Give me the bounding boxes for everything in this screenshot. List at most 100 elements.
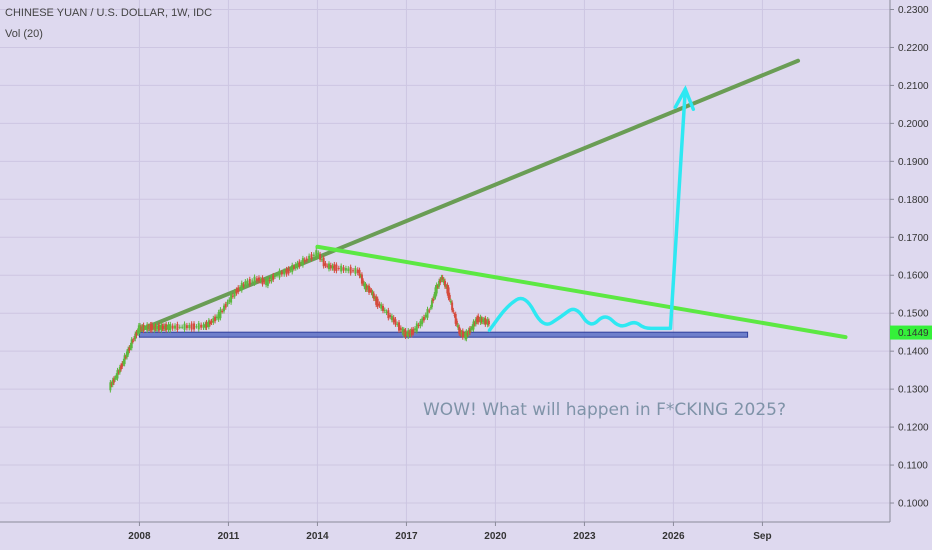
candle-body	[176, 323, 179, 330]
candle-body	[322, 257, 325, 267]
candle-body	[447, 287, 450, 299]
candle-body	[474, 319, 477, 325]
candle-body	[136, 330, 139, 333]
candle-body	[406, 333, 409, 335]
candle-body	[134, 333, 137, 340]
candle-body	[109, 382, 112, 391]
candle-body	[428, 310, 431, 312]
candle-body	[280, 272, 283, 275]
candle-body	[378, 303, 381, 306]
x-tick-label: 2023	[573, 531, 596, 542]
candle-body	[122, 361, 125, 364]
candle-body	[303, 259, 306, 262]
candle-body	[347, 268, 350, 272]
x-tick-label: 2014	[306, 531, 329, 542]
candle-body	[266, 278, 269, 286]
projection-layer	[487, 85, 696, 333]
candle-body	[461, 330, 464, 338]
candle-body	[116, 370, 119, 379]
candle-body	[315, 250, 318, 258]
candle-body	[439, 279, 442, 283]
volume-indicator[interactable]: Vol (20)	[5, 28, 43, 40]
candle-body	[385, 311, 388, 313]
candle-body	[412, 329, 415, 334]
candle-body	[480, 318, 483, 322]
candle-body	[215, 316, 218, 319]
candle-body	[441, 277, 444, 280]
candle-body	[154, 325, 157, 330]
candle-body	[150, 324, 153, 331]
y-tick-label: 0.1600	[898, 271, 929, 282]
last-price-label: 0.1449	[898, 328, 929, 339]
candle-body	[310, 254, 313, 259]
candle-body	[169, 324, 172, 331]
candle-body	[298, 261, 301, 267]
candle-body	[135, 332, 138, 336]
candle-body	[221, 310, 224, 312]
candle-body	[272, 275, 275, 280]
grid	[0, 0, 890, 522]
candle-body	[320, 259, 323, 261]
candle-body	[188, 325, 191, 329]
candle-body	[149, 324, 152, 331]
candle-body	[440, 277, 443, 280]
candle-body	[415, 323, 418, 332]
candle-body	[434, 287, 437, 298]
candle-body	[204, 323, 207, 328]
candle-body	[486, 319, 489, 325]
annotation-text: WOW! What will happen in F*CKING 2025?	[423, 400, 786, 420]
candle-body	[433, 294, 436, 299]
candle-body	[476, 317, 479, 322]
candle-layer	[109, 247, 490, 393]
candle-body	[129, 345, 132, 348]
candle-body	[424, 314, 427, 318]
candle-body	[458, 326, 461, 334]
candle-body	[148, 325, 151, 329]
candle-body	[312, 254, 315, 256]
candle-body	[328, 263, 331, 270]
candle-body	[259, 279, 262, 282]
candle-body	[292, 266, 295, 269]
x-axis-labels: 2008 2011 2014 2017 2020 2023 2026 Sep	[128, 522, 772, 542]
candle-body	[244, 281, 247, 286]
candle-body	[210, 321, 213, 323]
candle-body	[396, 323, 399, 325]
candle-body	[478, 319, 481, 321]
candle-body	[197, 323, 200, 330]
candle-body	[114, 377, 117, 380]
y-tick-label: 0.1100	[898, 461, 928, 472]
candle-body	[364, 284, 367, 290]
candle-body	[454, 313, 457, 324]
x-tick-label: 2017	[395, 531, 418, 542]
projection-path	[487, 87, 688, 333]
candle-body	[449, 301, 452, 303]
candle-body	[242, 284, 245, 286]
candle-body	[274, 275, 277, 277]
y-tick-label: 0.2000	[898, 119, 929, 130]
candle-body	[398, 322, 401, 331]
candle-body	[477, 315, 480, 323]
candle-body	[131, 340, 134, 342]
x-tick-label: 2008	[128, 531, 151, 542]
candle-body	[233, 291, 236, 297]
candle-body	[369, 289, 372, 291]
candle-body	[143, 327, 146, 329]
candle-body	[390, 315, 393, 321]
candle-body	[446, 284, 449, 294]
y-tick-label: 0.2100	[898, 81, 929, 92]
candle-body	[407, 330, 410, 337]
candle-body	[462, 334, 465, 336]
candle-body	[417, 324, 420, 327]
candle-body	[190, 323, 193, 330]
y-tick-label: 0.1800	[898, 195, 929, 206]
candle-body	[362, 280, 365, 284]
candle-body	[383, 309, 386, 311]
candle-body	[214, 316, 217, 322]
candle-body	[387, 310, 390, 319]
candle-body	[448, 294, 451, 300]
support-band-layer	[138, 331, 749, 338]
candle-body	[479, 316, 482, 323]
candle-body	[389, 315, 392, 317]
